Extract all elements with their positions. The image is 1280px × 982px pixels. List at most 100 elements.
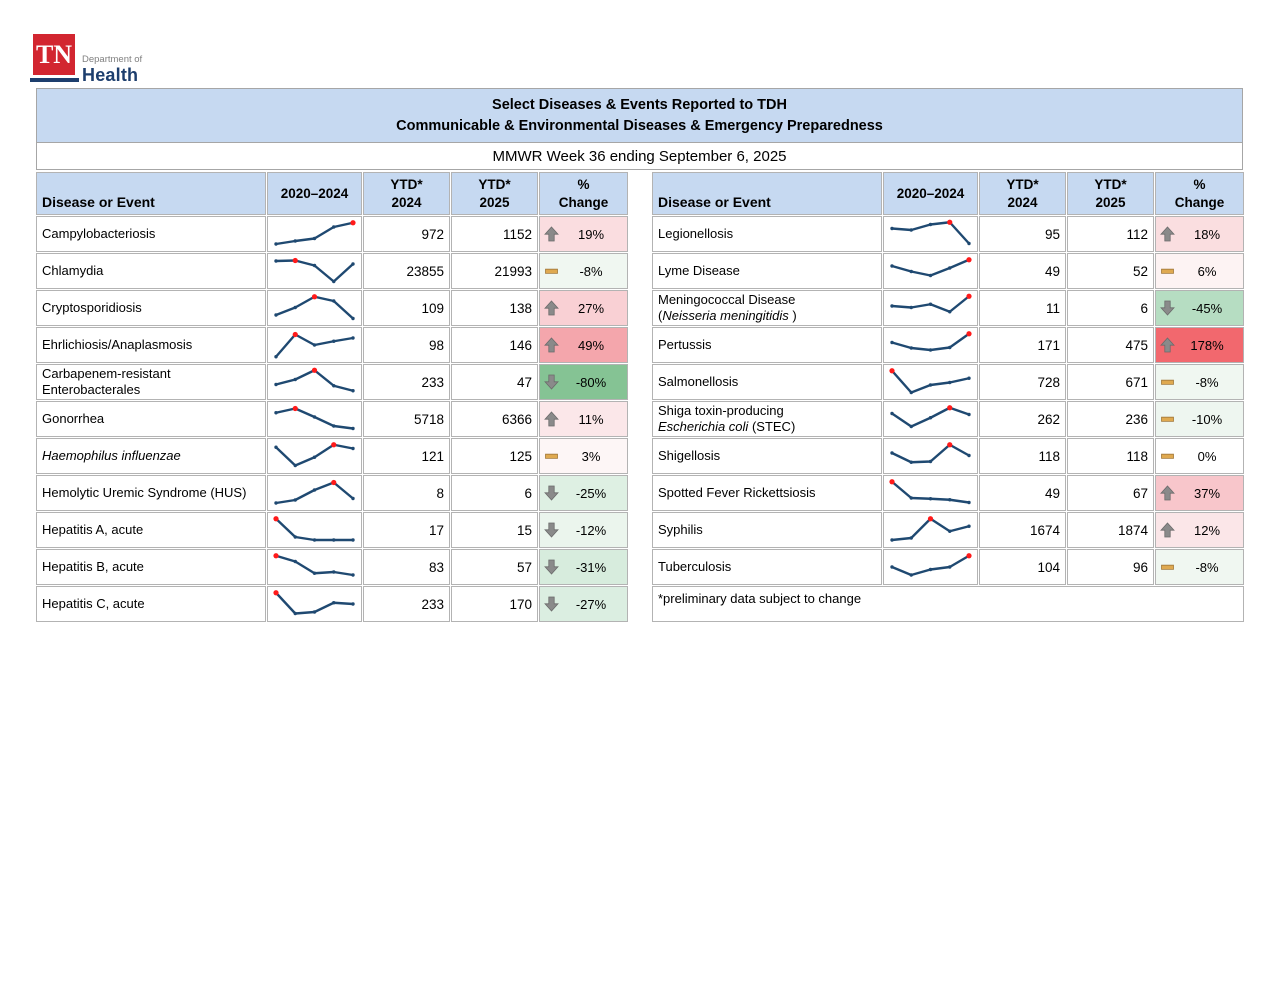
data-point-marker	[351, 602, 355, 606]
ytd-2025-cell: 52	[1067, 253, 1154, 290]
data-point-marker	[890, 538, 894, 542]
up-arrow-icon	[1160, 522, 1175, 538]
ytd-2025-cell: 6	[451, 475, 538, 512]
data-point-marker	[928, 273, 933, 278]
mmwr-week-subtitle: MMWR Week 36 ending September 6, 2025	[36, 143, 1243, 171]
peak-marker-icon	[350, 220, 356, 226]
trend-sparkline-chart	[273, 553, 355, 577]
disease-name-text: (Neisseria meningitidis )	[658, 308, 797, 324]
ytd-2024-cell: 262	[979, 401, 1066, 438]
data-point-marker	[909, 390, 913, 395]
percent-change-value: -80%	[575, 374, 607, 390]
percent-change-value: -8%	[1195, 559, 1219, 575]
data-point-marker	[909, 228, 913, 232]
ytd-2025-cell: 21993	[451, 253, 538, 290]
percent-change-value: 49%	[577, 337, 605, 353]
tdh-logo: TN Department of Health	[30, 34, 273, 88]
peak-marker-icon	[947, 442, 953, 448]
ytd-2025-cell: 118	[1067, 438, 1154, 475]
percent-change-cell: -8%	[1155, 364, 1244, 401]
ytd-2025-cell: 6366	[451, 401, 538, 438]
percent-change-cell: -45%	[1155, 290, 1244, 327]
data-point-marker	[351, 262, 355, 266]
trend-sparkline-cell	[267, 586, 362, 623]
data-point-marker	[890, 264, 894, 268]
trend-sparkline-cell	[883, 327, 978, 364]
peak-marker-icon	[331, 442, 337, 448]
disease-name-text: Hepatitis B, acute	[42, 559, 144, 575]
peak-marker-icon	[311, 367, 318, 373]
trend-sparkline-chart	[274, 331, 355, 359]
disease-name-cell: Haemophilus influenzae	[36, 438, 266, 475]
percent-change-value: 178%	[1190, 337, 1224, 353]
percent-change-value: 3%	[581, 448, 601, 464]
percent-change-cell: 178%	[1155, 327, 1244, 364]
disease-name-cell: Legionellosis	[652, 216, 882, 253]
data-point-marker	[293, 559, 297, 564]
ytd-2025-cell: 15	[451, 512, 538, 549]
trend-sparkline-chart	[274, 257, 355, 284]
no-change-dash-icon	[545, 268, 558, 274]
trend-sparkline-chart	[274, 405, 355, 431]
data-point-marker	[909, 424, 913, 429]
ytd-2024-cell: 121	[363, 438, 450, 475]
percent-change-value: 37%	[1193, 485, 1221, 501]
data-point-marker	[332, 538, 336, 542]
peak-marker-icon	[947, 219, 953, 225]
percent-change-cell: -31%	[539, 549, 628, 586]
data-point-marker	[312, 263, 317, 268]
up-arrow-icon	[544, 337, 559, 353]
trend-sparkline-chart	[273, 590, 355, 616]
ytd-2025-cell: 236	[1067, 401, 1154, 438]
ytd-2025-cell: 138	[451, 290, 538, 327]
disease-name-cell: Shiga toxin-producing Escherichia coli (S…	[652, 401, 882, 438]
disease-name-text: Tuberculosis	[658, 559, 732, 575]
data-point-marker	[312, 236, 317, 241]
down-arrow-icon	[544, 559, 559, 575]
ytd-2025-cell: 6	[1067, 290, 1154, 327]
peak-marker-icon	[292, 257, 298, 264]
percent-change-value: 6%	[1197, 263, 1217, 279]
ytd-2025-cell: 57	[451, 549, 538, 586]
percent-change-cell: -8%	[539, 253, 628, 290]
data-point-marker	[274, 411, 278, 415]
ytd-2025-cell: 67	[1067, 475, 1154, 512]
data-point-marker	[967, 524, 971, 528]
data-point-marker	[274, 501, 278, 505]
data-point-marker	[890, 565, 894, 569]
data-point-marker	[948, 345, 952, 350]
no-change-dash-icon	[1161, 379, 1174, 385]
ytd-2025-cell: 125	[451, 438, 538, 475]
disease-name-cell: Hepatitis A, acute	[36, 512, 266, 549]
trend-sparkline-chart	[274, 367, 355, 393]
data-point-marker	[351, 336, 355, 340]
data-point-marker	[890, 451, 894, 455]
percent-change-cell: -80%	[539, 364, 628, 401]
percent-change-value: -45%	[1191, 300, 1223, 316]
no-change-dash-icon	[545, 453, 558, 459]
data-point-marker	[948, 529, 952, 533]
trend-sparkline-chart	[890, 442, 971, 464]
trend-sparkline-cell	[267, 290, 362, 327]
disease-name-text: Hepatitis A, acute	[42, 522, 144, 538]
logo-underline	[30, 78, 79, 82]
no-change-dash-icon	[1161, 453, 1174, 459]
ytd-2025-cell: 1874	[1067, 512, 1154, 549]
percent-change-cell: 27%	[539, 290, 628, 327]
data-point-marker	[274, 313, 278, 317]
up-arrow-icon	[544, 411, 559, 427]
data-point-marker	[967, 376, 971, 380]
percent-change-cell: 11%	[539, 401, 628, 438]
data-point-marker	[909, 460, 913, 464]
percent-change-cell: 12%	[1155, 512, 1244, 549]
trend-sparkline-chart	[890, 553, 972, 577]
ytd-2024-cell: 5718	[363, 401, 450, 438]
peak-marker-icon	[966, 293, 972, 299]
data-point-marker	[312, 538, 317, 542]
data-point-marker	[351, 389, 355, 393]
peak-marker-icon	[889, 479, 895, 485]
data-point-marker	[293, 377, 297, 382]
peak-marker-icon	[273, 516, 279, 522]
ytd-2024-cell: 8	[363, 475, 450, 512]
disease-name-text: Escherichia coli (STEC)	[658, 419, 796, 435]
